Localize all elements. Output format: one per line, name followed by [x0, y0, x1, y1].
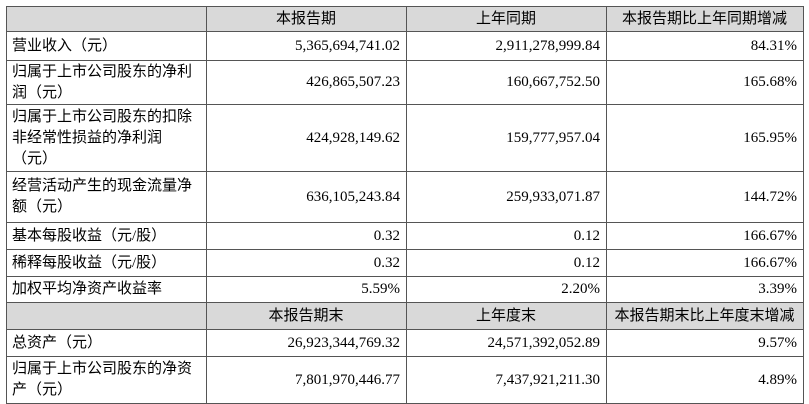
label-cell: 总资产（元） [6, 329, 207, 357]
header-cell: 本报告期末比上年度末增减 [606, 302, 804, 330]
label-cell: 营业收入（元） [6, 31, 207, 61]
value-cell: 7,801,970,446.77 [206, 356, 407, 404]
value-cell: 165.68% [606, 60, 804, 105]
header-row: 本报告期末 上年度末 本报告期末比上年度末增减 [6, 302, 804, 330]
header-cell: 上年同期 [406, 6, 607, 32]
value-cell: 0.32 [206, 222, 407, 250]
value-cell: 5.59% [206, 276, 407, 303]
label-cell: 归属于上市公司股东的净利润（元） [6, 60, 207, 105]
data-row: 营业收入（元） 5,365,694,741.02 2,911,278,999.84 8… [6, 31, 804, 61]
value-cell: 636,105,243.84 [206, 171, 407, 223]
value-cell: 7,437,921,211.30 [406, 356, 607, 404]
value-cell: 165.95% [606, 104, 804, 172]
header-cell [6, 302, 207, 330]
value-cell: 4.89% [606, 356, 804, 404]
data-row: 稀释每股收益（元/股） 0.32 0.12 166.67% [6, 249, 804, 277]
header-cell: 上年度末 [406, 302, 607, 330]
financial-table: 本报告期 上年同期 本报告期比上年同期增减 营业收入（元） 5,365,694,741.… [6, 6, 804, 404]
value-cell: 84.31% [606, 31, 804, 61]
header-cell: 本报告期比上年同期增减 [606, 6, 804, 32]
header-cell: 本报告期 [206, 6, 407, 32]
header-row: 本报告期 上年同期 本报告期比上年同期增减 [6, 6, 804, 32]
value-cell: 26,923,344,769.32 [206, 329, 407, 357]
data-row: 加权平均净资产收益率 5.59% 2.20% 3.39% [6, 276, 804, 303]
value-cell: 24,571,392,052.89 [406, 329, 607, 357]
label-cell: 基本每股收益（元/股） [6, 222, 207, 250]
data-row: 基本每股收益（元/股） 0.32 0.12 166.67% [6, 222, 804, 250]
value-cell: 166.67% [606, 222, 804, 250]
data-row: 归属于上市公司股东的净利润（元） 426,865,507.23 160,667,75… [6, 60, 804, 105]
value-cell: 0.12 [406, 249, 607, 277]
value-cell: 2,911,278,999.84 [406, 31, 607, 61]
value-cell: 160,667,752.50 [406, 60, 607, 105]
value-cell: 5,365,694,741.02 [206, 31, 407, 61]
value-cell: 0.12 [406, 222, 607, 250]
header-cell [6, 6, 207, 32]
data-row: 经营活动产生的现金流量净额（元） 636,105,243.84 259,933,07… [6, 171, 804, 223]
value-cell: 166.67% [606, 249, 804, 277]
label-cell: 加权平均净资产收益率 [6, 276, 207, 303]
value-cell: 259,933,071.87 [406, 171, 607, 223]
value-cell: 159,777,957.04 [406, 104, 607, 172]
data-row: 总资产（元） 26,923,344,769.32 24,571,392,052.89… [6, 329, 804, 357]
value-cell: 3.39% [606, 276, 804, 303]
value-cell: 426,865,507.23 [206, 60, 407, 105]
data-row: 归属于上市公司股东的净资产（元） 7,801,970,446.77 7,437,92… [6, 356, 804, 404]
value-cell: 424,928,149.62 [206, 104, 407, 172]
label-cell: 经营活动产生的现金流量净额（元） [6, 171, 207, 223]
header-cell: 本报告期末 [206, 302, 407, 330]
value-cell: 9.57% [606, 329, 804, 357]
label-cell: 归属于上市公司股东的扣除非经常性损益的净利润（元） [6, 104, 207, 172]
value-cell: 0.32 [206, 249, 407, 277]
data-row: 归属于上市公司股东的扣除非经常性损益的净利润（元） 424,928,149.62 1… [6, 104, 804, 172]
value-cell: 144.72% [606, 171, 804, 223]
value-cell: 2.20% [406, 276, 607, 303]
label-cell: 归属于上市公司股东的净资产（元） [6, 356, 207, 404]
label-cell: 稀释每股收益（元/股） [6, 249, 207, 277]
